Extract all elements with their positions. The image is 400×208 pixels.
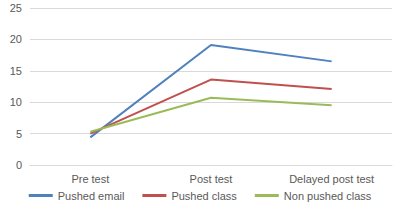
svg-text:Post test: Post test (190, 173, 233, 185)
svg-text:Delayed post test: Delayed post test (289, 173, 374, 185)
svg-text:5: 5 (16, 128, 22, 140)
svg-text:20: 20 (10, 33, 22, 45)
svg-text:Pushed email: Pushed email (58, 190, 125, 202)
svg-text:25: 25 (10, 2, 22, 14)
svg-text:10: 10 (10, 96, 22, 108)
svg-text:Pre test: Pre test (71, 173, 109, 185)
svg-text:0: 0 (16, 159, 22, 171)
svg-text:Pushed class: Pushed class (171, 190, 237, 202)
svg-text:Non pushed class: Non pushed class (284, 190, 372, 202)
svg-text:15: 15 (10, 65, 22, 77)
